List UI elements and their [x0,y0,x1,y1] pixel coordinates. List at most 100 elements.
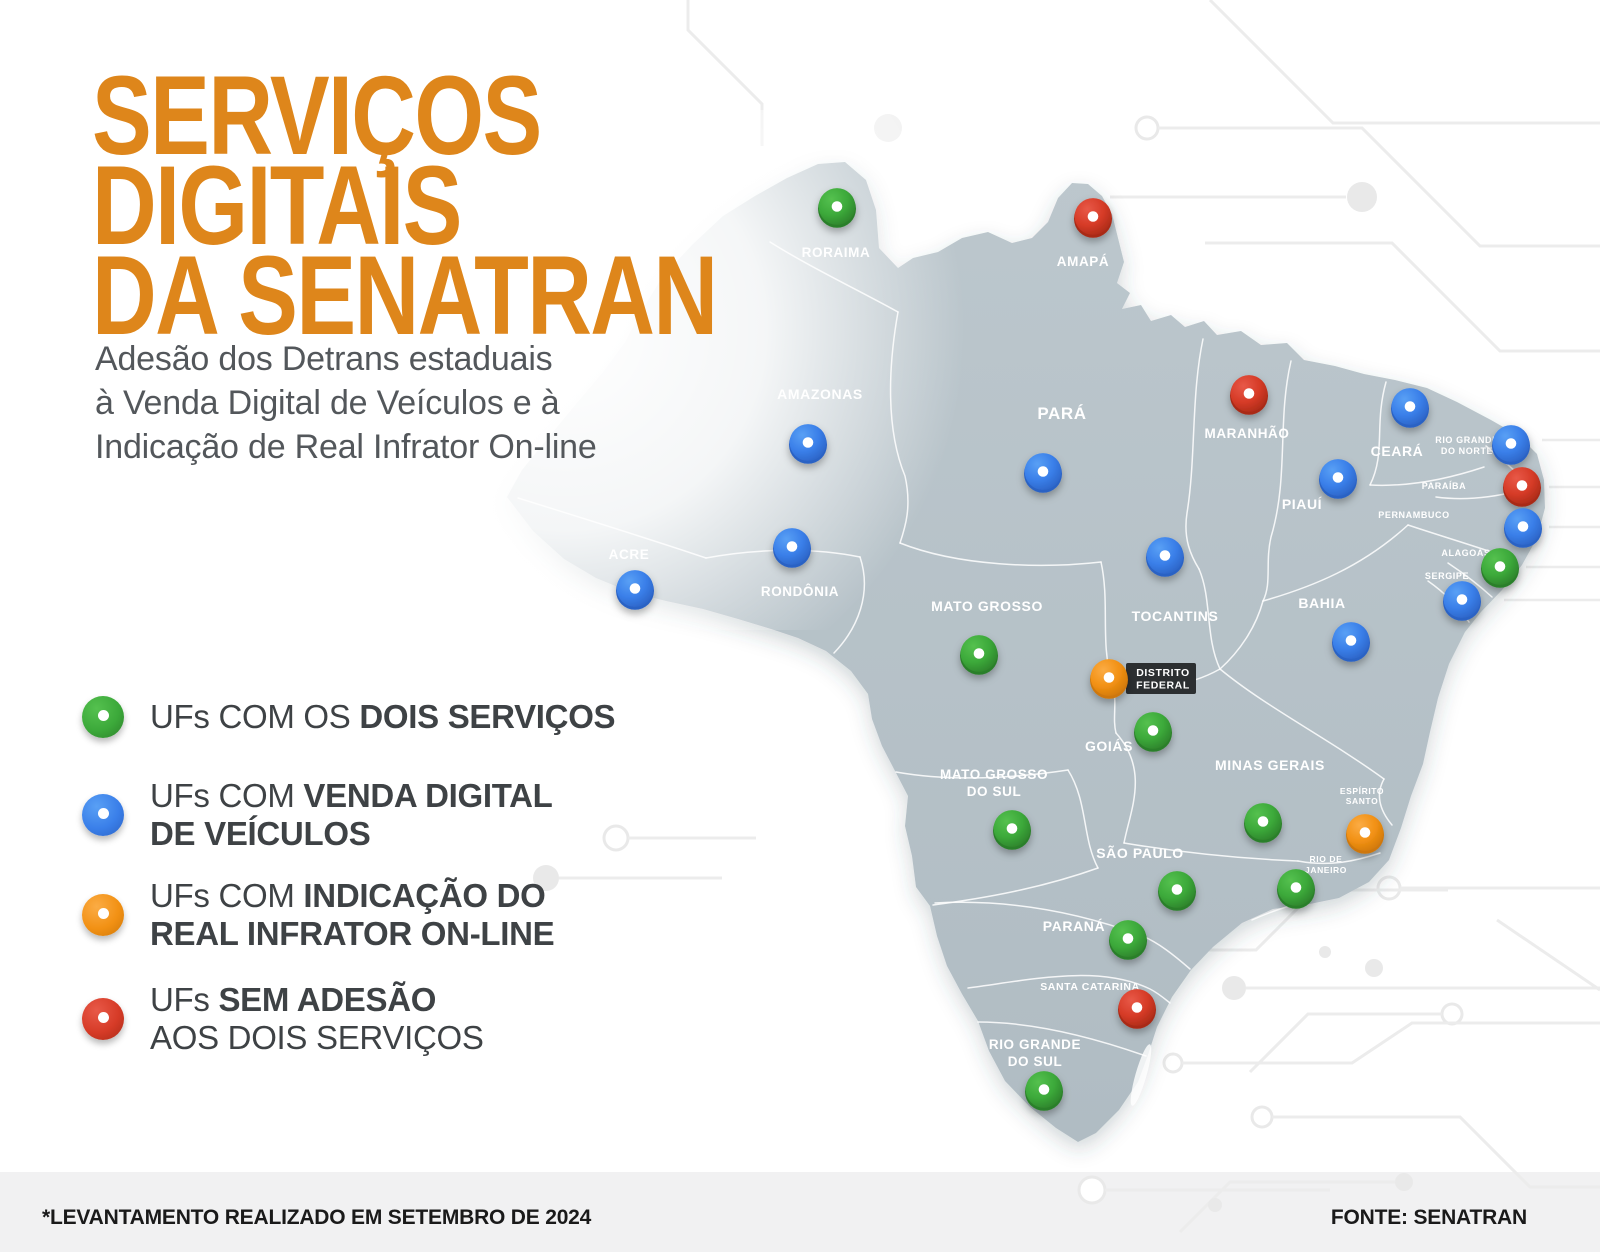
page-subtitle: Adesão dos Detrans estaduais à Venda Dig… [95,337,597,469]
legend-dot-both [82,696,124,738]
circuit-decoration-right [1504,438,1600,602]
legend-item-none: UFs SEM ADESÃO AOS DOIS SERVIÇOS [82,981,484,1057]
legend-text-bold: DOIS SERVIÇOS [359,698,616,735]
marker-PI [1319,459,1357,499]
df-badge-label: DISTRITO [1136,667,1190,679]
marker-PR [1109,920,1147,960]
title-line: SERVIÇOS [92,53,542,178]
lagoon [1130,1044,1162,1125]
state-label-PB: PARAÍBA [1422,481,1467,491]
state-label-PE: PERNAMBUCO [1378,510,1450,520]
state-label-RJ: RIO DE [1310,854,1343,864]
marker-PB [1503,467,1541,507]
legend-dot-core [97,709,109,721]
state-label-AM: AMAZONAS [777,386,863,402]
legend-dot-core [97,907,109,919]
state-label-AP: AMAPÁ [1057,254,1110,269]
legend-text: UFs COM [150,877,304,914]
legend-item-indicacao: UFs COM INDICAÇÃO DO REAL INFRATOR ON-LIN… [82,877,555,953]
state-label-PR: PARANÁ [1043,918,1105,934]
title-line: DIGITAIS [92,143,462,268]
marker-PA [1024,453,1062,493]
legend-label-line: UFs COM VENDA DIGITAL [150,777,553,815]
legend-text: UFs COM [150,777,304,814]
marker-CE [1391,388,1429,428]
marker-RN [1492,425,1530,465]
legend-text: UFs COM OS [150,698,360,735]
state-label-MS: DO SUL [967,784,1022,799]
marker-MT [960,635,998,675]
title-line: DA SENATRAN [92,233,718,358]
state-label-SC: SANTA CATARINA [1040,981,1140,993]
legend-text-bold: INDICAÇÃO DO [303,877,546,914]
state-label-MG: MINAS GERAIS [1215,757,1325,773]
legend-dot-none [82,998,124,1040]
state-labels: RORAIMA AMAPÁ AMAZONAS PARÁ ACRE RONDÔNIA MATO… [609,245,1499,1069]
legend-label: UFs COM OS DOIS SERVIÇOS [150,698,616,736]
marker-SE [1443,581,1481,621]
state-label-ES: SANTO [1346,796,1379,806]
subtitle-line: Adesão dos Detrans estaduais [95,340,553,378]
state-label-ES: ESPÍRITO [1340,786,1384,796]
legend-text-bold: SEM ADESÃO [218,981,437,1018]
legend-dot-core [97,807,109,819]
subtitle-line: à Venda Digital de Veículos e à [95,384,560,422]
state-label-RS: DO SUL [1008,1054,1063,1069]
legend-dot-indicacao [82,894,124,936]
marker-TO [1146,537,1184,577]
legend-label-line: UFs SEM ADESÃO [150,981,484,1019]
marker-AM [789,424,827,464]
legend-label: UFs COM VENDA DIGITAL DE VEÍCULOS [150,777,553,853]
state-label-RS: RIO GRANDE [989,1037,1081,1052]
state-label-SE: SERGIPE [1425,571,1469,581]
state-label-RO: RONDÔNIA [761,584,839,599]
state-label-MS: MATO GROSSO [940,767,1048,782]
circuit-decoration-left [533,824,756,891]
state-label-MT: MATO GROSSO [931,598,1043,614]
marker-AC [616,570,654,610]
state-label-RR: RORAIMA [802,245,871,260]
subtitle-line: Indicação de Real Infrator On-line [95,428,597,466]
legend-text: UFs [150,981,219,1018]
marker-MG [1244,803,1282,843]
marker-PE [1504,508,1542,548]
state-label-RJ: JANEIRO [1305,865,1347,875]
state-label-RN: RIO GRANDE [1435,435,1499,445]
legend-text-bold: VENDA DIGITAL [303,777,553,814]
legend-label-line: DE VEÍCULOS [150,815,553,853]
state-label-MA: MARANHÃO [1204,426,1289,441]
marker-AL [1481,548,1519,588]
legend-text-bold: DE VEÍCULOS [150,815,371,852]
map-fade-overlay [400,110,1040,630]
footer-source: FONTE: SENATRAN [1330,1206,1527,1229]
marker-MA [1230,375,1268,415]
marker-RO [773,528,811,568]
state-label-PI: PIAUÍ [1282,496,1323,512]
marker-BA [1332,622,1370,662]
marker-RJ [1277,869,1315,909]
state-label-CE: CEARÁ [1371,443,1424,459]
state-label-AC: ACRE [609,547,650,562]
marker-SC [1118,989,1156,1029]
legend-item-venda: UFs COM VENDA DIGITAL DE VEÍCULOS [82,777,553,853]
state-label-RN: DO NORTE [1441,446,1493,456]
marker-RR [818,188,856,228]
legend-dot-core [97,1011,109,1023]
legend-label-line: UFs COM INDICAÇÃO DO [150,877,554,915]
marker-RS [1025,1071,1063,1111]
footer-band [0,1172,1600,1252]
state-label-SP: SÃO PAULO [1096,844,1184,861]
state-label-BA: BAHIA [1298,595,1345,611]
legend-dot-venda [82,794,124,836]
footer-note: *LEVANTAMENTO REALIZADO EM SETEMBRO DE 2… [42,1206,592,1229]
legend-item-both: UFs COM OS DOIS SERVIÇOS [82,696,616,738]
state-label-GO: GOIÁS [1085,738,1133,754]
marker-DF [1090,659,1128,699]
legend-text: AOS DOIS SERVIÇOS [150,1019,484,1056]
marker-GO [1134,712,1172,752]
marker-AP [1074,198,1112,238]
